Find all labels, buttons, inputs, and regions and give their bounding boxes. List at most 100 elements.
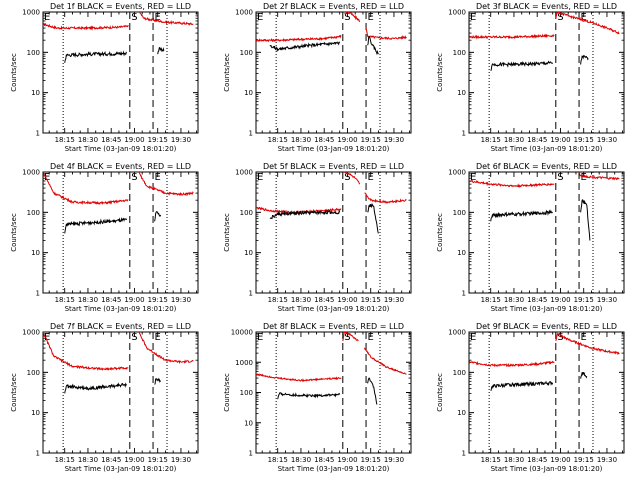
y-tick-label: 1 <box>36 450 40 458</box>
y-tick-label: 100 <box>240 209 253 217</box>
end-marker-label: E <box>368 172 374 183</box>
x-tick-label: 18:30 <box>291 456 311 464</box>
panel-title: Det 7f BLACK = Events, RED = LLD <box>50 322 191 331</box>
lld-series-line <box>344 12 361 23</box>
panel-title: Det 9f BLACK = Events, RED = LLD <box>476 322 617 331</box>
y-tick-label: 1 <box>36 290 40 298</box>
events-series-line <box>154 377 162 385</box>
plot-frame <box>468 11 625 134</box>
start-marker-label: S <box>344 12 350 23</box>
x-tick-label: 19:30 <box>171 136 191 144</box>
x-tick-label: 19:00 <box>124 136 144 144</box>
lld-series-line <box>469 360 555 368</box>
end-marker-label: E <box>155 332 161 343</box>
x-tick-label: 18:45 <box>527 296 547 304</box>
y-tick-label: 100 <box>27 209 40 217</box>
x-tick-label: 19:15 <box>148 456 168 464</box>
plot-frame <box>255 171 412 294</box>
y-tick-label: 10 <box>244 89 253 97</box>
y-tick-label: 10 <box>31 249 40 257</box>
y-axis-label: Counts/sec <box>10 373 18 412</box>
x-tick-label: 18:30 <box>504 456 524 464</box>
panel-title: Det 1f BLACK = Events, RED = LLD <box>50 2 191 11</box>
x-tick-label: 18:45 <box>314 136 334 144</box>
panel-det-2: Det 2f BLACK = Events, RED = LLD 1 10 100 10… <box>223 2 412 153</box>
lld-series-line <box>43 172 129 206</box>
plot-frame <box>255 331 412 454</box>
events-series-line <box>269 41 341 53</box>
x-tick-label: 18:45 <box>314 456 334 464</box>
end-marker-label: E <box>368 12 374 23</box>
x-tick-label: 19:30 <box>384 456 404 464</box>
events-series-line <box>154 210 162 222</box>
x-tick-label: 18:30 <box>78 456 98 464</box>
corner-marker-label: E <box>470 172 476 183</box>
x-tick-label: 18:15 <box>481 456 501 464</box>
y-tick-label: 10000 <box>231 329 253 337</box>
corner-marker-label: E <box>470 12 476 23</box>
events-series-line <box>580 371 588 379</box>
lld-series-line <box>256 34 342 43</box>
y-tick-label: 1000 <box>235 359 253 367</box>
x-tick-label: 19:15 <box>574 456 594 464</box>
events-series-line <box>277 392 341 400</box>
y-tick-label: 1 <box>36 130 40 138</box>
x-tick-label: 19:00 <box>550 456 570 464</box>
panel-title: Det 5f BLACK = Events, RED = LLD <box>263 162 404 171</box>
x-tick-label: 18:15 <box>55 456 75 464</box>
y-tick-label: 1000 <box>235 169 253 177</box>
x-axis-label: Start Time (03-Jan-09 18:01:20) <box>65 465 177 473</box>
events-series-line <box>580 199 591 241</box>
x-axis-label: Start Time (03-Jan-09 18:01:20) <box>65 305 177 313</box>
panel-det-7: Det 7f BLACK = Events, RED = LLD 1 10 100 10… <box>10 322 199 473</box>
y-axis-label: Counts/sec <box>436 53 444 92</box>
start-marker-label: S <box>557 12 563 23</box>
x-tick-label: 19:15 <box>574 296 594 304</box>
x-tick-label: 18:45 <box>101 296 121 304</box>
x-tick-label: 19:30 <box>171 456 191 464</box>
y-axis-label: Counts/sec <box>10 53 18 92</box>
events-series-line <box>269 209 341 220</box>
corner-marker-label: E <box>257 12 263 23</box>
x-tick-label: 18:15 <box>481 136 501 144</box>
x-axis-label: Start Time (03-Jan-09 18:01:20) <box>491 145 603 153</box>
x-axis-label: Start Time (03-Jan-09 18:01:20) <box>491 305 603 313</box>
lld-series-line <box>469 179 555 188</box>
y-axis-label: Counts/sec <box>436 373 444 412</box>
plot-frame <box>42 331 199 454</box>
start-marker-label: S <box>131 12 137 23</box>
events-series-line <box>64 382 128 394</box>
y-tick-label: 1000 <box>22 169 40 177</box>
panel-title: Det 2f BLACK = Events, RED = LLD <box>263 2 404 11</box>
events-series-line <box>367 203 379 234</box>
x-tick-label: 18:15 <box>481 296 501 304</box>
lld-series-line <box>469 33 555 40</box>
x-tick-label: 19:30 <box>597 296 617 304</box>
corner-marker-label: E <box>257 332 263 343</box>
panel-det-5: Det 5f BLACK = Events, RED = LLD 1 10 100 10… <box>223 162 412 313</box>
lld-series-line <box>555 332 620 356</box>
x-tick-label: 18:30 <box>291 136 311 144</box>
x-tick-label: 18:30 <box>504 136 524 144</box>
y-tick-label: 1000 <box>448 329 466 337</box>
y-tick-label: 10 <box>31 89 40 97</box>
lld-series-line <box>555 12 620 35</box>
start-marker-label: S <box>557 332 563 343</box>
x-tick-label: 19:00 <box>337 456 357 464</box>
y-tick-label: 10 <box>457 409 466 417</box>
x-tick-label: 18:30 <box>504 296 524 304</box>
events-series-line <box>157 46 165 55</box>
x-tick-label: 19:00 <box>337 296 357 304</box>
events-series-line <box>580 55 589 65</box>
events-series-line <box>64 216 128 234</box>
x-tick-label: 19:15 <box>361 456 381 464</box>
end-marker-label: E <box>155 12 161 23</box>
lld-series-line <box>139 12 194 26</box>
corner-marker-label: E <box>44 12 50 23</box>
lld-series-line <box>43 332 129 371</box>
x-tick-label: 18:45 <box>101 456 121 464</box>
lld-series-line <box>344 172 361 185</box>
corner-marker-label: E <box>44 332 50 343</box>
y-axis-label: Counts/sec <box>223 213 231 252</box>
